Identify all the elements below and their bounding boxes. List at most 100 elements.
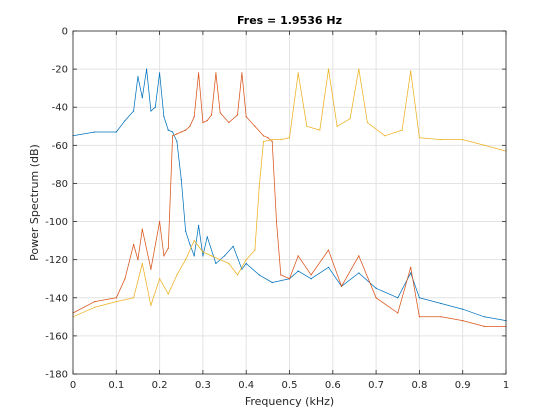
series-2-point [141, 228, 143, 230]
series-2-point [327, 249, 330, 251]
series-1-point [418, 297, 420, 299]
y-tick-label: -20 [52, 65, 68, 76]
series-1-point [241, 268, 243, 270]
series-3-point [319, 129, 321, 131]
series-1-point [271, 281, 273, 284]
series-2-point [241, 72, 243, 74]
series-3-point [410, 70, 412, 72]
series-3-point [150, 304, 152, 306]
series-2-point [280, 274, 282, 276]
series-2-point [171, 135, 174, 137]
series-1-point [163, 116, 165, 118]
series-3-point [418, 137, 420, 139]
series-3-point [176, 274, 178, 276]
series-2-point [124, 278, 126, 280]
series-2-point [159, 220, 161, 223]
series-3-point [202, 251, 204, 253]
series-2-point [189, 125, 191, 127]
series-2-point [167, 247, 169, 249]
series-3-point [258, 186, 260, 188]
series-2-point [228, 121, 230, 124]
series-3-point [254, 249, 256, 251]
series-3-point [236, 274, 239, 276]
series-3-point [262, 140, 265, 143]
series-3-point [384, 135, 386, 137]
series-1-point [137, 76, 139, 78]
y-axis-label: Power Spectrum (dB) [28, 144, 41, 261]
series-2-point [236, 114, 239, 116]
series-2-point [271, 140, 273, 143]
series-2-point [358, 255, 360, 257]
series-2-point [418, 316, 420, 318]
series-3-point [219, 259, 221, 261]
series-1-point [483, 316, 485, 318]
series-3-point [366, 121, 369, 124]
series-2-point [163, 255, 165, 257]
series-1-point [171, 131, 174, 133]
x-tick-label: 0.5 [282, 380, 298, 391]
series-2-point [150, 268, 152, 270]
series-3-point [94, 306, 96, 308]
x-tick-labels: 0 0.1 0.2 0.3 0.4 0.5 0.6 0.7 0.8 0.9 1 [70, 380, 509, 391]
y-tick-label: -120 [45, 255, 68, 266]
series-1-point [215, 262, 217, 265]
y-tick-label: -40 [52, 103, 68, 114]
series-2-point [115, 297, 117, 299]
series-3-point [228, 262, 230, 265]
series-3-point [184, 259, 187, 261]
series-2-point [206, 119, 208, 122]
series-2-point [397, 312, 399, 314]
y-tick-label: -180 [45, 370, 68, 381]
x-tick-label: 1 [503, 380, 509, 391]
series-3-point [133, 297, 135, 299]
series-1-point [375, 287, 377, 289]
series-1-point [245, 262, 247, 265]
y-tick-label: -140 [45, 293, 68, 304]
series-3-point [327, 68, 330, 70]
series-1-point [150, 110, 152, 112]
x-tick-label: 0.2 [152, 380, 168, 391]
series-1-point [146, 68, 148, 70]
series-2-point [410, 266, 412, 268]
y-tick-label: 0 [62, 27, 68, 38]
series-3-point [297, 72, 299, 74]
series-2-point [180, 131, 182, 133]
series-1-point [440, 302, 442, 305]
series-3-point [440, 139, 442, 141]
series-3-point [349, 118, 351, 120]
series-3-point [159, 278, 161, 280]
series-1-point [197, 224, 200, 226]
series-3-point [306, 125, 308, 127]
series-2-point [245, 116, 247, 118]
series-2-point [197, 72, 200, 74]
series-1-point [410, 272, 412, 274]
series-2-point [193, 116, 195, 118]
x-tick-label: 0.9 [455, 380, 471, 391]
series-2-point [310, 274, 312, 276]
series-2-point [94, 300, 96, 303]
series-1-point [141, 97, 143, 99]
series-3-point [483, 144, 485, 146]
series-1-point [327, 266, 330, 268]
series-2-point [184, 129, 187, 131]
series-2-point [375, 297, 377, 299]
series-2-point [297, 255, 299, 257]
x-tick-label: 0.3 [195, 380, 211, 391]
series-3-point [167, 293, 169, 295]
series-3-point [288, 137, 291, 139]
x-tick-label: 0.4 [238, 380, 254, 391]
series-1-point [206, 236, 208, 238]
series-2-point [275, 220, 278, 223]
series-1-point [133, 110, 135, 112]
series-1-point [154, 106, 156, 108]
series-3-point [271, 139, 273, 141]
series-1-point [258, 274, 260, 276]
ticks [72, 30, 507, 375]
series-3-point [280, 139, 282, 141]
series-2-point [254, 125, 256, 127]
x-tick-label: 0.8 [411, 380, 427, 391]
series-1-point [397, 297, 399, 299]
series-2-point [483, 325, 485, 327]
